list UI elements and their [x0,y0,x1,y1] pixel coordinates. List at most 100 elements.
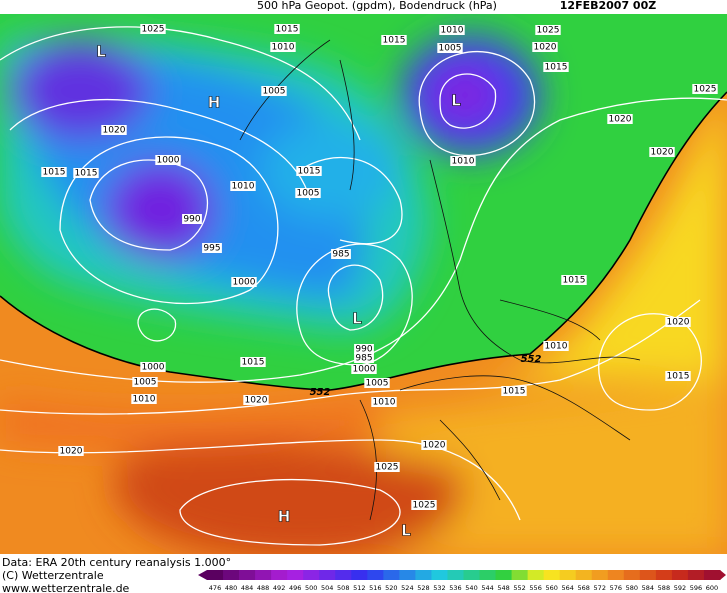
isobar-label: 1015 [667,372,690,382]
scale-tick-label: 572 [594,584,606,592]
isobar-label: 1020 [609,115,632,125]
isobar-label: 1020 [667,318,690,328]
scale-tick-label: 516 [369,584,381,592]
isobar-label-box [261,86,287,96]
scale-tick-label: 552 [513,584,525,592]
scale-swatch [271,570,288,580]
isobar-label-box [58,446,84,456]
scale-tick-label: 488 [257,584,269,592]
pressure-center: L [451,92,461,110]
isobar-label: 1020 [651,148,674,158]
scale-tick-label: 596 [690,584,702,592]
isobar-label-box [665,317,691,327]
isobar-label-box [543,62,569,72]
isobar-label: 1015 [383,36,406,46]
isobar-label: 1020 [423,441,446,451]
isobar-label-box [364,378,390,388]
isobar-label: 990 [355,345,372,355]
isobar-label-box [692,84,718,94]
scale-swatch [463,570,481,580]
scale-swatch [351,570,368,580]
scale-tick-label: 524 [401,584,413,592]
isobar-label: 1020 [103,126,126,136]
scale-tick-label: 588 [658,584,670,592]
isobar-label: 1025 [413,501,436,511]
scale-swatch [335,570,352,580]
isobar-label-box [230,181,256,191]
scale-tick-label: 580 [626,584,638,592]
isobar-label-box [437,43,463,53]
scale-swatch [319,570,336,580]
scale-swatch [479,570,497,580]
scale-swatch [671,570,689,580]
scale-tick-label: 492 [273,584,285,592]
isobar-label-box [41,167,67,177]
isobar-label-box [296,166,322,176]
isobar-label: 1005 [366,379,389,389]
isobar-label-box [231,277,257,287]
scale-swatch [495,570,513,580]
scale-swatch [623,570,641,580]
isobar-label: 1000 [233,278,256,288]
map-field [0,14,727,554]
isobar-label: 1015 [503,387,526,397]
isobar-label: 1015 [298,167,321,177]
isobar-label-box [240,357,266,367]
scale-tick-label: 540 [465,584,477,592]
isobar-label-box [182,214,202,224]
isobar-label-box [140,362,166,372]
footer-url: www.wetterzentrale.de [2,582,130,593]
scale-tick-label: 544 [481,584,493,592]
scale-tick-label: 512 [353,584,365,592]
scale-swatch [415,570,432,580]
isobar-label-box [649,147,675,157]
scale-swatch [575,570,593,580]
pressure-center: L [96,43,106,61]
isobar-label-box [501,386,527,396]
scale-swatch [207,570,224,580]
isobar-label-box [243,395,269,405]
isobar-label: 1010 [133,395,156,405]
scale-tick-label: 508 [337,584,349,592]
scale-tick-label: 564 [561,584,573,592]
isobar-label-box [543,341,569,351]
map-title: 500 hPa Geopot. (gpdm), Bodendruck (hPa) [257,0,497,12]
isobar-label: 1010 [272,43,295,53]
isobar-label: 1010 [441,26,464,36]
isobar-label: 1015 [43,168,66,178]
isobar-label: 1015 [75,169,98,179]
map-date: 12FEB2007 00Z [560,0,656,12]
isobar-label-box [535,25,561,35]
scale-swatch [655,570,673,580]
footer-copyright: (C) Wetterzentrale [2,569,104,582]
isobar-label: 1025 [537,26,560,36]
isobar-label: 1015 [545,63,568,73]
contour-label: 552 [521,354,542,365]
isobar-label: 1005 [297,189,320,199]
scale-tick-label: 584 [642,584,654,592]
scale-tick-label: 536 [449,584,461,592]
scale-left-tip [198,570,207,580]
isobar-label: 1015 [242,358,265,368]
isobar-label-box [421,440,447,450]
scale-swatch [303,570,320,580]
scale-tick-label: 484 [241,584,253,592]
scale-swatch [383,570,400,580]
isobar-label-box [274,24,300,34]
scale-swatch [239,570,256,580]
scale-swatch [287,570,304,580]
isobar-label-box [354,344,374,354]
isobar-label: 1010 [452,157,475,167]
scale-swatch [607,570,625,580]
isobar-label-box [270,42,296,52]
scale-tick-label: 504 [321,584,333,592]
isobar-label: 1005 [439,44,462,54]
isobar-label: 1000 [142,363,165,373]
isobar-label-box [607,114,633,124]
overlay: 1025 1015 1010 1015 1010 1005 1025 1020 1015 1025… [41,24,726,592]
isobar-label-box [381,35,407,45]
isobar-label-box [331,249,351,259]
scale-swatch [399,570,416,580]
isobar-label-box [132,377,158,387]
